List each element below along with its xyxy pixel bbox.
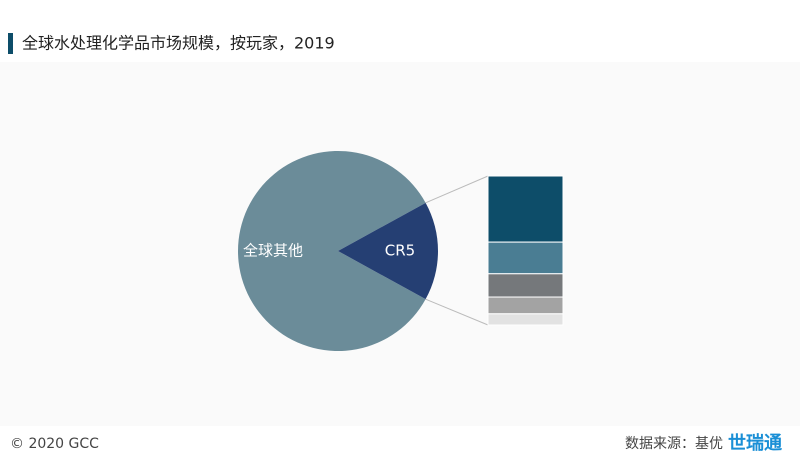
stack-segment — [487, 296, 564, 315]
stack-segment — [487, 313, 564, 326]
stack-segment — [487, 273, 564, 298]
stack-segment — [487, 241, 564, 275]
pie-slice — [338, 202, 438, 300]
slice-label: 全球其他 — [243, 242, 303, 260]
stack-segment — [487, 175, 564, 243]
slice-label: CR5 — [385, 242, 415, 260]
logo: 世瑞通 — [728, 433, 782, 454]
copyright: © 2020 GCC — [10, 436, 99, 452]
source: 数据来源：基优 — [625, 435, 723, 452]
title-marker — [8, 33, 13, 54]
pie-slice — [238, 150, 426, 351]
connector — [425, 298, 489, 326]
chart-title: 全球水处理化学品市场规模，按玩家，2019 — [22, 34, 335, 53]
connector — [425, 175, 489, 204]
